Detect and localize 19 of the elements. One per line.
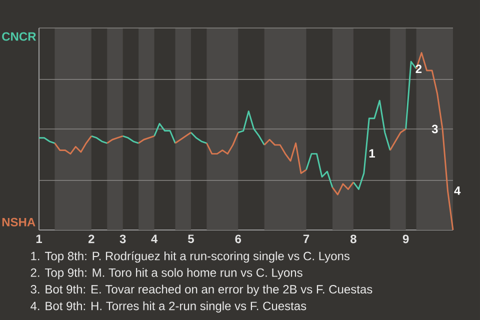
text: 1. Top 8th: P. Rodríguez hit a run-scoring single vs C. Lyons [31, 251, 350, 263]
x-tick-label: 5 [188, 234, 194, 244]
x-tick-label: 4 [151, 234, 158, 243]
text: 2. Top 9th: M. Toro hit a solo home run vs C. Lyons [30, 268, 302, 280]
text: CNCR [2, 32, 36, 41]
annotation: 3 [432, 124, 438, 134]
text: 4. Bot 9th: H. Torres hit a 2-run single vs F. Cuestas [30, 301, 306, 313]
x-tick-label: 2 [88, 234, 94, 244]
text: 3. Bot 9th: E. Tovar reached on an error by the 2B vs F. Cuestas [30, 284, 372, 296]
x-tick-label: 6 [235, 234, 242, 244]
x-tick-label: 3 [120, 234, 126, 244]
x-tick-label: 8 [350, 234, 356, 244]
annotation: 1 [369, 149, 375, 158]
annotation: 2 [416, 64, 422, 73]
text: 4 [454, 186, 461, 195]
x-tick-label: 9 [402, 234, 409, 244]
text: NSHA [2, 218, 36, 226]
x-tick-label: 1 [36, 234, 42, 243]
x-tick-label: 7 [303, 234, 310, 243]
